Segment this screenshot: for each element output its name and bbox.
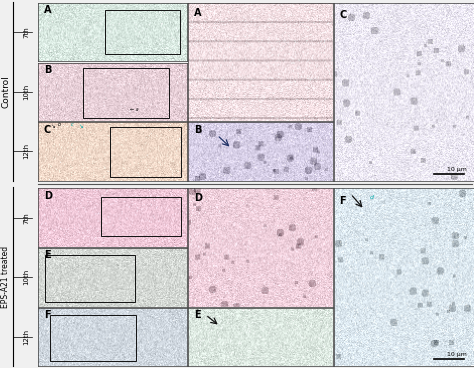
Text: 10th: 10th xyxy=(23,84,29,100)
Text: F: F xyxy=(44,310,51,320)
Text: 10th: 10th xyxy=(23,269,29,286)
Text: c: c xyxy=(195,308,198,313)
Text: b: b xyxy=(57,122,61,127)
Text: 7th: 7th xyxy=(23,212,29,223)
Text: E: E xyxy=(44,250,51,261)
Bar xyxy=(82,68,169,118)
Bar xyxy=(50,315,137,361)
Text: 10 μm: 10 μm xyxy=(447,352,466,357)
Text: D: D xyxy=(194,193,202,203)
Text: d: d xyxy=(370,195,374,200)
Text: c: c xyxy=(71,122,73,127)
Text: A: A xyxy=(194,8,201,18)
Text: A: A xyxy=(44,5,51,15)
Text: e: e xyxy=(46,251,48,256)
Text: 7th: 7th xyxy=(23,26,29,38)
Text: B: B xyxy=(194,124,201,135)
Bar xyxy=(46,255,135,302)
Text: C: C xyxy=(44,124,51,135)
Text: B: B xyxy=(44,65,51,75)
Text: ← a: ← a xyxy=(130,107,139,112)
Text: EPS-A21 treated: EPS-A21 treated xyxy=(1,246,10,308)
Text: Control: Control xyxy=(1,75,10,107)
Text: D: D xyxy=(44,191,52,201)
Text: C: C xyxy=(339,10,346,20)
Text: ↘: ↘ xyxy=(50,124,55,129)
Bar xyxy=(109,127,181,177)
Text: 12th: 12th xyxy=(23,329,29,345)
Text: F: F xyxy=(339,195,346,205)
Bar xyxy=(105,10,180,54)
Bar xyxy=(100,197,181,236)
Text: 10 μm: 10 μm xyxy=(447,167,466,172)
Text: 12th: 12th xyxy=(23,144,29,159)
Text: ↘: ↘ xyxy=(78,124,83,129)
Text: E: E xyxy=(194,310,201,320)
